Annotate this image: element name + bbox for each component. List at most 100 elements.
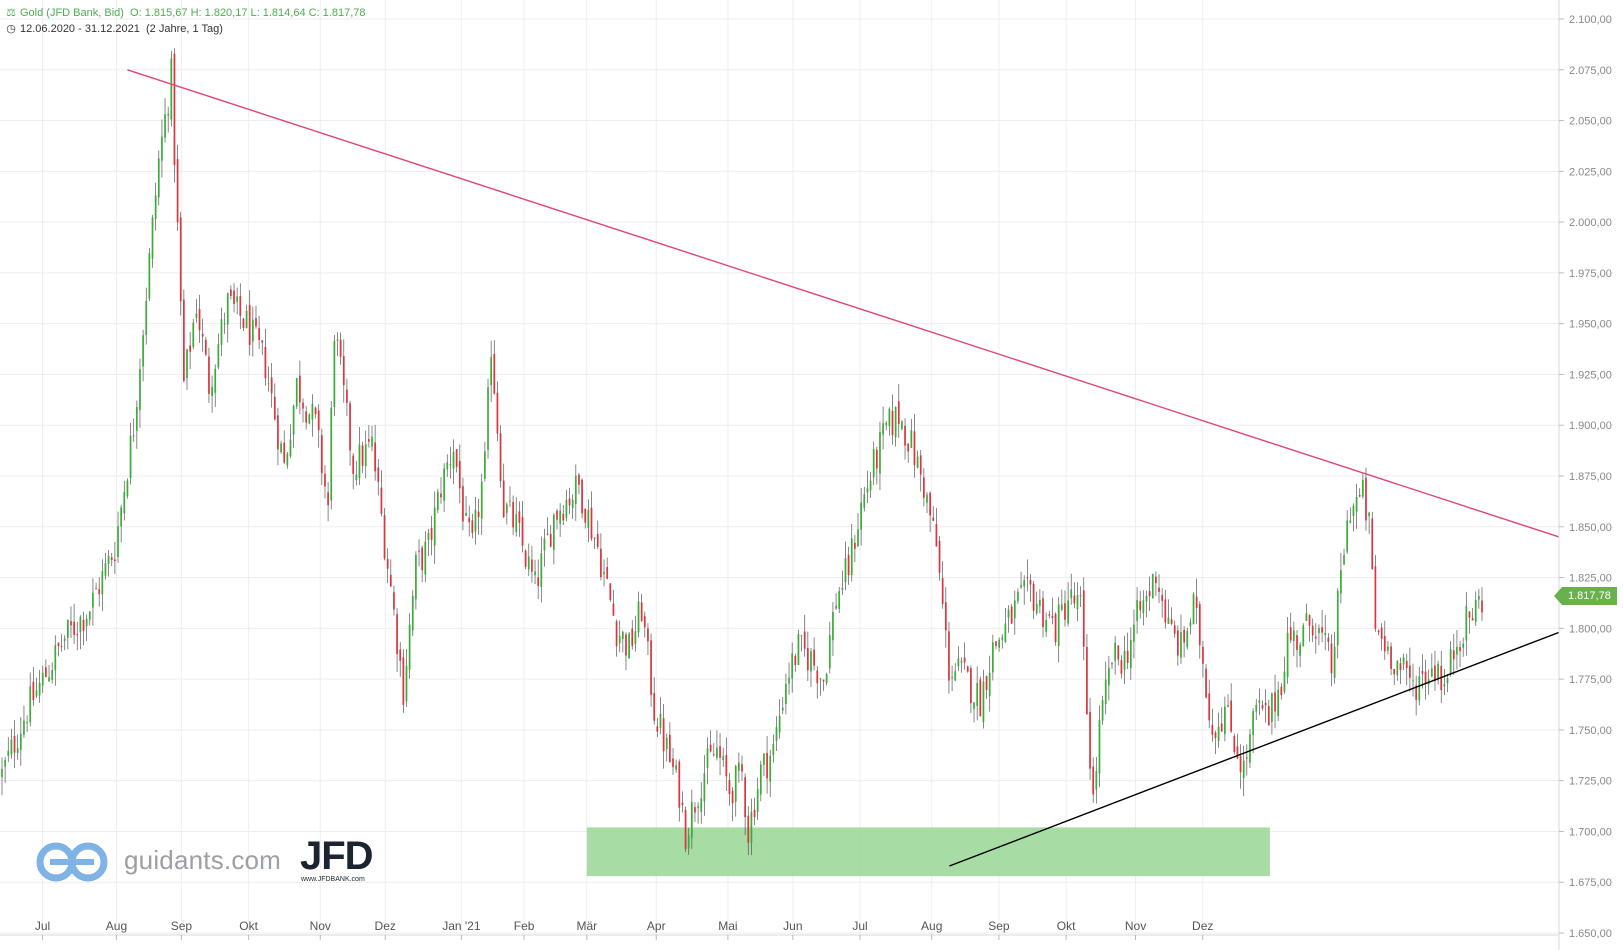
candle — [1007, 605, 1010, 633]
candle — [299, 360, 301, 415]
candle — [976, 666, 979, 721]
candle-body — [336, 339, 339, 341]
candle — [1333, 631, 1336, 684]
candle-body — [1377, 630, 1380, 633]
candle-body — [1108, 667, 1110, 686]
candle — [1305, 603, 1308, 622]
candle-body — [1092, 766, 1095, 795]
candle-body — [154, 195, 157, 219]
x-tick-label: Jun — [783, 919, 802, 933]
candle — [361, 441, 364, 474]
candle — [496, 381, 499, 442]
candle-body — [374, 442, 376, 472]
candle-body — [120, 507, 123, 527]
candle — [1230, 683, 1233, 733]
candle-body — [534, 571, 536, 576]
candle — [396, 607, 398, 673]
candle-body — [1289, 627, 1292, 641]
candle-body — [647, 628, 649, 642]
candle — [854, 534, 856, 562]
candle — [549, 524, 552, 548]
candle-body — [549, 533, 552, 547]
candle — [101, 559, 104, 612]
candle — [468, 505, 471, 537]
candle-body — [1176, 630, 1179, 656]
candle-body — [283, 442, 286, 463]
candle-body — [769, 755, 772, 782]
candle-body — [239, 296, 242, 316]
candle — [888, 407, 891, 436]
candle — [863, 486, 866, 512]
candle-body — [186, 349, 188, 379]
candle — [1186, 627, 1189, 650]
candle — [248, 290, 251, 356]
candle-body — [242, 318, 245, 329]
candle — [1070, 573, 1073, 605]
candle — [179, 211, 182, 316]
candle — [92, 578, 94, 626]
candle-body — [1236, 746, 1239, 759]
candle — [490, 340, 493, 402]
candle-body — [904, 425, 906, 446]
candle-body — [640, 602, 643, 622]
candle — [286, 451, 289, 469]
candle-body — [117, 526, 119, 558]
candle — [1365, 467, 1367, 531]
candle-body — [405, 665, 408, 702]
candle-body — [838, 591, 841, 610]
candle — [1126, 632, 1129, 669]
candle-body — [1010, 606, 1013, 624]
candle — [1039, 589, 1041, 614]
candle — [120, 504, 123, 543]
candle — [440, 477, 442, 504]
candle-body — [803, 631, 806, 649]
candle — [800, 634, 803, 652]
candle — [678, 759, 681, 822]
candle-body — [926, 494, 928, 503]
candle-body — [750, 811, 753, 844]
candle-body — [490, 357, 493, 386]
candle — [590, 491, 593, 541]
candle-body — [455, 449, 458, 467]
candle — [129, 422, 132, 485]
candle — [1430, 653, 1433, 678]
candle-body — [1233, 735, 1236, 753]
candle — [998, 637, 1000, 652]
candle — [973, 701, 975, 723]
candle-body — [70, 621, 72, 626]
candle — [142, 329, 144, 382]
candle-body — [1067, 600, 1069, 624]
candle — [63, 635, 66, 651]
candle-body — [1296, 635, 1298, 650]
candle-body — [835, 605, 837, 609]
candle — [1211, 708, 1214, 742]
candle-body — [19, 733, 22, 750]
candle — [132, 418, 135, 442]
x-tick-label: Aug — [106, 919, 127, 933]
candle — [621, 630, 624, 653]
candle-body — [66, 619, 69, 638]
candle-body — [703, 773, 706, 802]
candle — [258, 315, 260, 350]
candle-body — [625, 634, 627, 656]
candle — [164, 98, 166, 143]
candle — [383, 508, 386, 561]
candle — [462, 477, 464, 531]
candle-body — [681, 802, 684, 806]
candle-body — [23, 720, 25, 735]
candle — [170, 50, 173, 127]
candle-body — [173, 53, 176, 166]
candle-body — [327, 492, 329, 506]
candle-body — [418, 550, 420, 552]
candle-body — [1352, 505, 1355, 516]
candle — [1045, 612, 1048, 637]
candlestick-icon: ⚖ — [6, 7, 16, 19]
candle-body — [123, 491, 126, 514]
candle — [289, 424, 292, 459]
candle-body — [1302, 625, 1305, 647]
candle — [568, 487, 571, 515]
candle — [875, 446, 878, 485]
candle-body — [606, 567, 609, 579]
candle-body — [1129, 639, 1132, 669]
candle — [1173, 620, 1176, 638]
